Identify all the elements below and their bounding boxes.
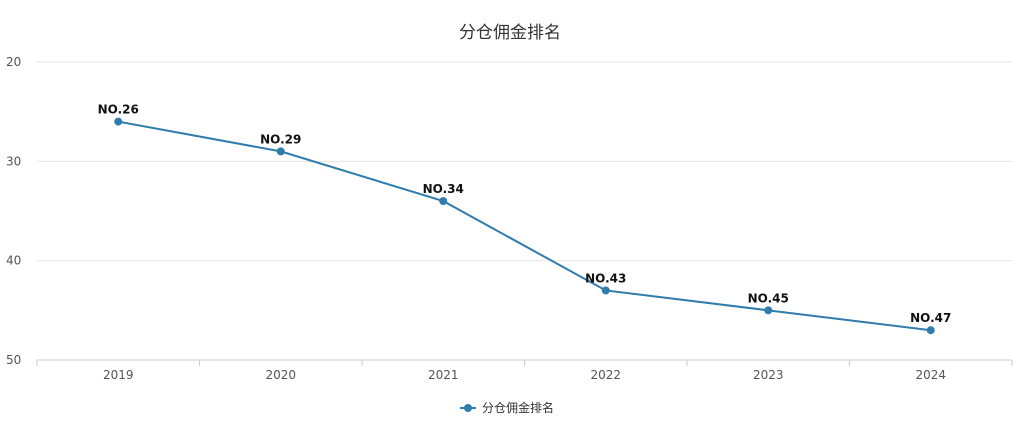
x-tick-label: 2020	[265, 368, 296, 382]
y-tick-label: 20	[6, 55, 21, 69]
data-label: NO.47	[910, 311, 951, 325]
chart-title: 分仓佣金排名	[459, 23, 561, 43]
data-label: NO.29	[260, 132, 301, 146]
x-tick-label: 2024	[915, 368, 946, 382]
series-group: NO.26 NO.29 NO.34 NO.43 NO.45 NO.47	[98, 103, 951, 335]
data-label: NO.43	[585, 271, 626, 285]
y-axis-ticks: 20 30 40 50	[6, 55, 21, 367]
data-point[interactable]	[926, 326, 935, 335]
gridlines	[37, 61, 1012, 361]
legend-label: 分仓佣金排名	[482, 400, 554, 415]
x-tick-label: 2022	[590, 368, 621, 382]
legend[interactable]: 分仓佣金排名	[460, 400, 554, 415]
data-point[interactable]	[601, 286, 610, 295]
data-label: NO.34	[423, 182, 464, 196]
data-label: NO.45	[748, 291, 789, 305]
x-tick-label: 2021	[428, 368, 459, 382]
data-point[interactable]	[764, 306, 773, 315]
y-tick-label: 30	[6, 154, 21, 168]
x-tick-label: 2023	[753, 368, 784, 382]
data-point[interactable]	[114, 117, 123, 126]
legend-dot-marker	[464, 404, 472, 412]
data-point[interactable]	[439, 197, 448, 206]
x-axis: 2019 2020 2021 2022 2023 2024	[36, 360, 1013, 382]
x-tick-label: 2019	[103, 368, 134, 382]
series-line	[118, 120, 931, 332]
y-tick-label: 40	[6, 254, 21, 268]
data-point[interactable]	[276, 147, 285, 156]
data-label: NO.26	[98, 103, 139, 117]
y-tick-label: 50	[6, 353, 21, 367]
